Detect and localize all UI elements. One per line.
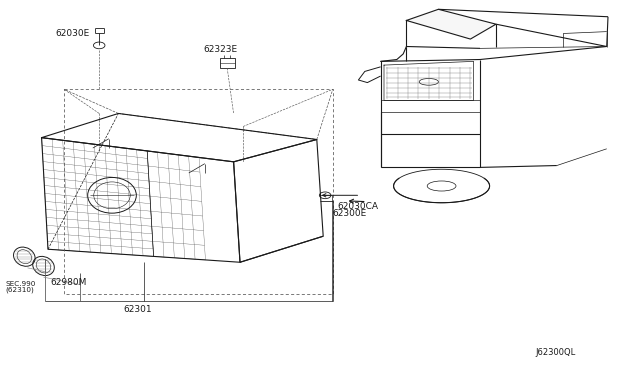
Text: J62300QL: J62300QL: [536, 348, 576, 357]
Text: 62300E: 62300E: [332, 209, 367, 218]
Text: 62323E: 62323E: [204, 45, 237, 54]
Text: 62030CA: 62030CA: [337, 202, 378, 211]
Polygon shape: [406, 9, 496, 39]
Text: 62301: 62301: [124, 305, 152, 314]
Text: 62030E: 62030E: [56, 29, 90, 38]
Text: 62980M: 62980M: [50, 278, 86, 287]
Text: SEC.990: SEC.990: [5, 281, 35, 287]
Text: (62310): (62310): [5, 286, 34, 293]
